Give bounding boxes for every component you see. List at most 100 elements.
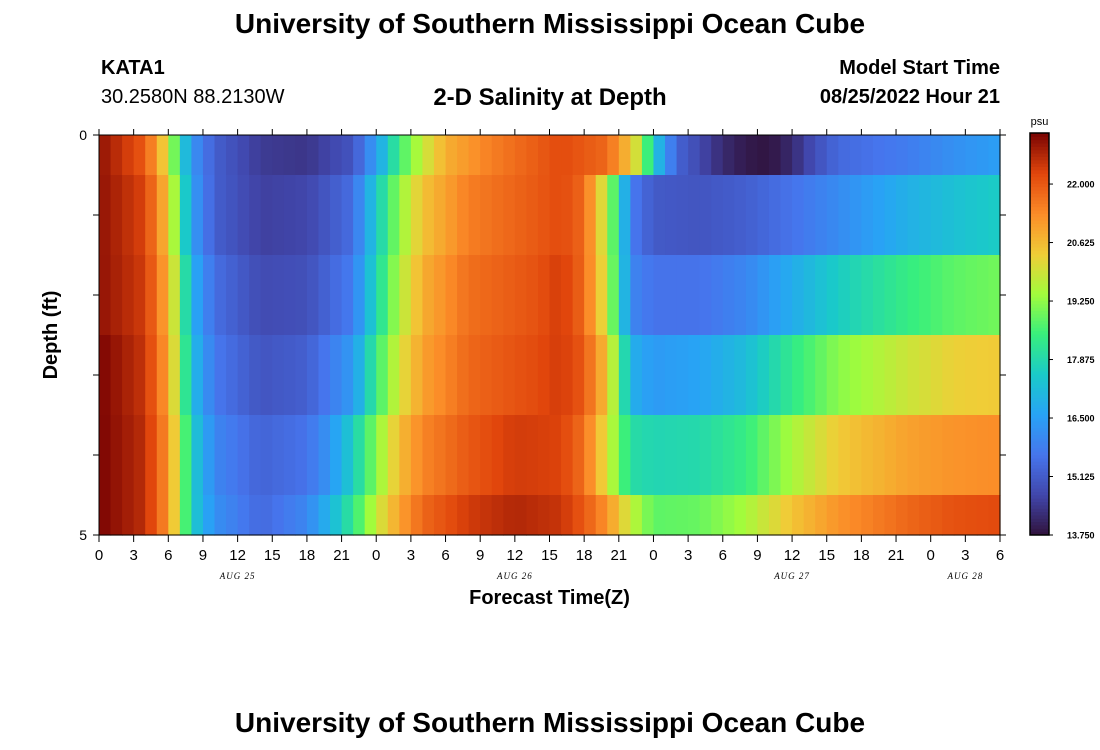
colorbar-segment [1030, 220, 1049, 224]
x-tick-label: 21 [610, 547, 627, 564]
heatmap-cell [953, 175, 966, 256]
heatmap-cell [260, 415, 273, 496]
heatmap-cell [618, 255, 631, 336]
heatmap-cell [387, 335, 400, 416]
heatmap-cell [249, 175, 262, 256]
heatmap-cell [722, 335, 735, 416]
x-tick-label: 18 [299, 547, 316, 564]
colorbar-segment [1030, 407, 1049, 412]
heatmap-cell [919, 135, 932, 176]
heatmap-cell [260, 495, 273, 536]
heatmap-cell [803, 415, 816, 496]
heatmap-cell [295, 495, 308, 536]
x-tick-label: 15 [264, 547, 281, 564]
heatmap-cell [191, 135, 204, 176]
heatmap-cell [422, 135, 435, 176]
colorbar-segment [1030, 514, 1049, 519]
heatmap-cell [872, 135, 886, 176]
heatmap-cell [618, 415, 631, 496]
heatmap-cell [757, 255, 770, 336]
heatmap-cell [133, 255, 146, 336]
heatmap-cell [907, 335, 920, 416]
heatmap-cell [214, 335, 227, 416]
model-start-label: Model Start Time [839, 57, 1000, 79]
heatmap-cell [768, 255, 782, 336]
heatmap-cell [653, 335, 666, 416]
heatmap-cell [353, 415, 366, 496]
colorbar-segment [1030, 434, 1049, 439]
heatmap-cell [872, 175, 886, 256]
heatmap-cell [145, 255, 158, 336]
heatmap-cell [734, 175, 747, 256]
heatmap-cell [168, 495, 181, 536]
heatmap-cell [399, 415, 412, 496]
heatmap-cell [526, 135, 539, 176]
heatmap-cell [480, 135, 493, 176]
colorbar-segment [1030, 273, 1049, 278]
heatmap-cell [919, 335, 932, 416]
colorbar-segment [1030, 310, 1049, 315]
heatmap-cell [780, 175, 793, 256]
heatmap-cell [549, 335, 562, 416]
heatmap-cell [110, 335, 123, 416]
heatmap-cell [595, 255, 608, 336]
heatmap-cell [815, 255, 828, 336]
heatmap-cell [699, 335, 712, 416]
page-title-repeat: University of Southern Mississippi Ocean… [234, 707, 866, 738]
colorbar-segment [1030, 441, 1049, 446]
heatmap-cell [988, 255, 1001, 336]
colorbar-unit: psu [1031, 116, 1049, 128]
heatmap-cell [942, 255, 955, 336]
heatmap-cell [330, 135, 343, 176]
heatmap-cell [976, 135, 990, 176]
heatmap-cell [537, 135, 551, 176]
heatmap-cell [699, 495, 712, 536]
heatmap-cell [618, 495, 631, 536]
colorbar-segment [1030, 240, 1049, 245]
heatmap-cell [503, 255, 516, 336]
colorbar-segment [1030, 454, 1049, 459]
colorbar-tick-label: 20.625 [1067, 238, 1095, 248]
heatmap-cell [503, 175, 516, 256]
heatmap-cell [919, 495, 932, 536]
heatmap-cell [930, 415, 943, 496]
heatmap-cell [133, 135, 146, 176]
colorbar-segment [1030, 203, 1049, 208]
heatmap-cell [630, 495, 643, 536]
heatmap-cell [353, 255, 366, 336]
heatmap-cell [757, 135, 770, 176]
x-tick-label: 18 [853, 547, 870, 564]
heatmap-cell [688, 255, 701, 336]
heatmap-cell [745, 175, 759, 256]
heatmap-cell [226, 335, 239, 416]
heatmap-cell [976, 335, 990, 416]
heatmap-cell [226, 255, 239, 336]
colorbar-tick-label: 19.250 [1067, 297, 1095, 307]
heatmap-cell [480, 495, 493, 536]
heatmap-cell [815, 495, 828, 536]
heatmap-cell [422, 175, 435, 256]
heatmap-cell [838, 175, 851, 256]
heatmap-cell [537, 335, 551, 416]
heatmap-cell [953, 495, 966, 536]
heatmap-cell [410, 135, 424, 176]
heatmap-cell [179, 255, 193, 336]
heatmap-cell [318, 495, 331, 536]
heatmap-cell [168, 255, 181, 336]
heatmap-cell [376, 415, 389, 496]
heatmap-cell [283, 335, 296, 416]
heatmap-cell [722, 175, 735, 256]
colorbar-segment [1030, 136, 1049, 141]
colorbar-segment [1030, 390, 1049, 395]
colorbar-segment [1030, 300, 1049, 305]
colorbar-segment [1030, 524, 1049, 529]
heatmap-cell [133, 415, 146, 496]
colorbar-segment [1030, 468, 1049, 472]
heatmap-cell [410, 335, 424, 416]
colorbar-tick-label: 17.875 [1067, 355, 1095, 365]
heatmap-cell [410, 175, 424, 256]
heatmap-cell [503, 415, 516, 496]
heatmap-cell [861, 175, 874, 256]
colorbar-segment [1030, 427, 1049, 432]
